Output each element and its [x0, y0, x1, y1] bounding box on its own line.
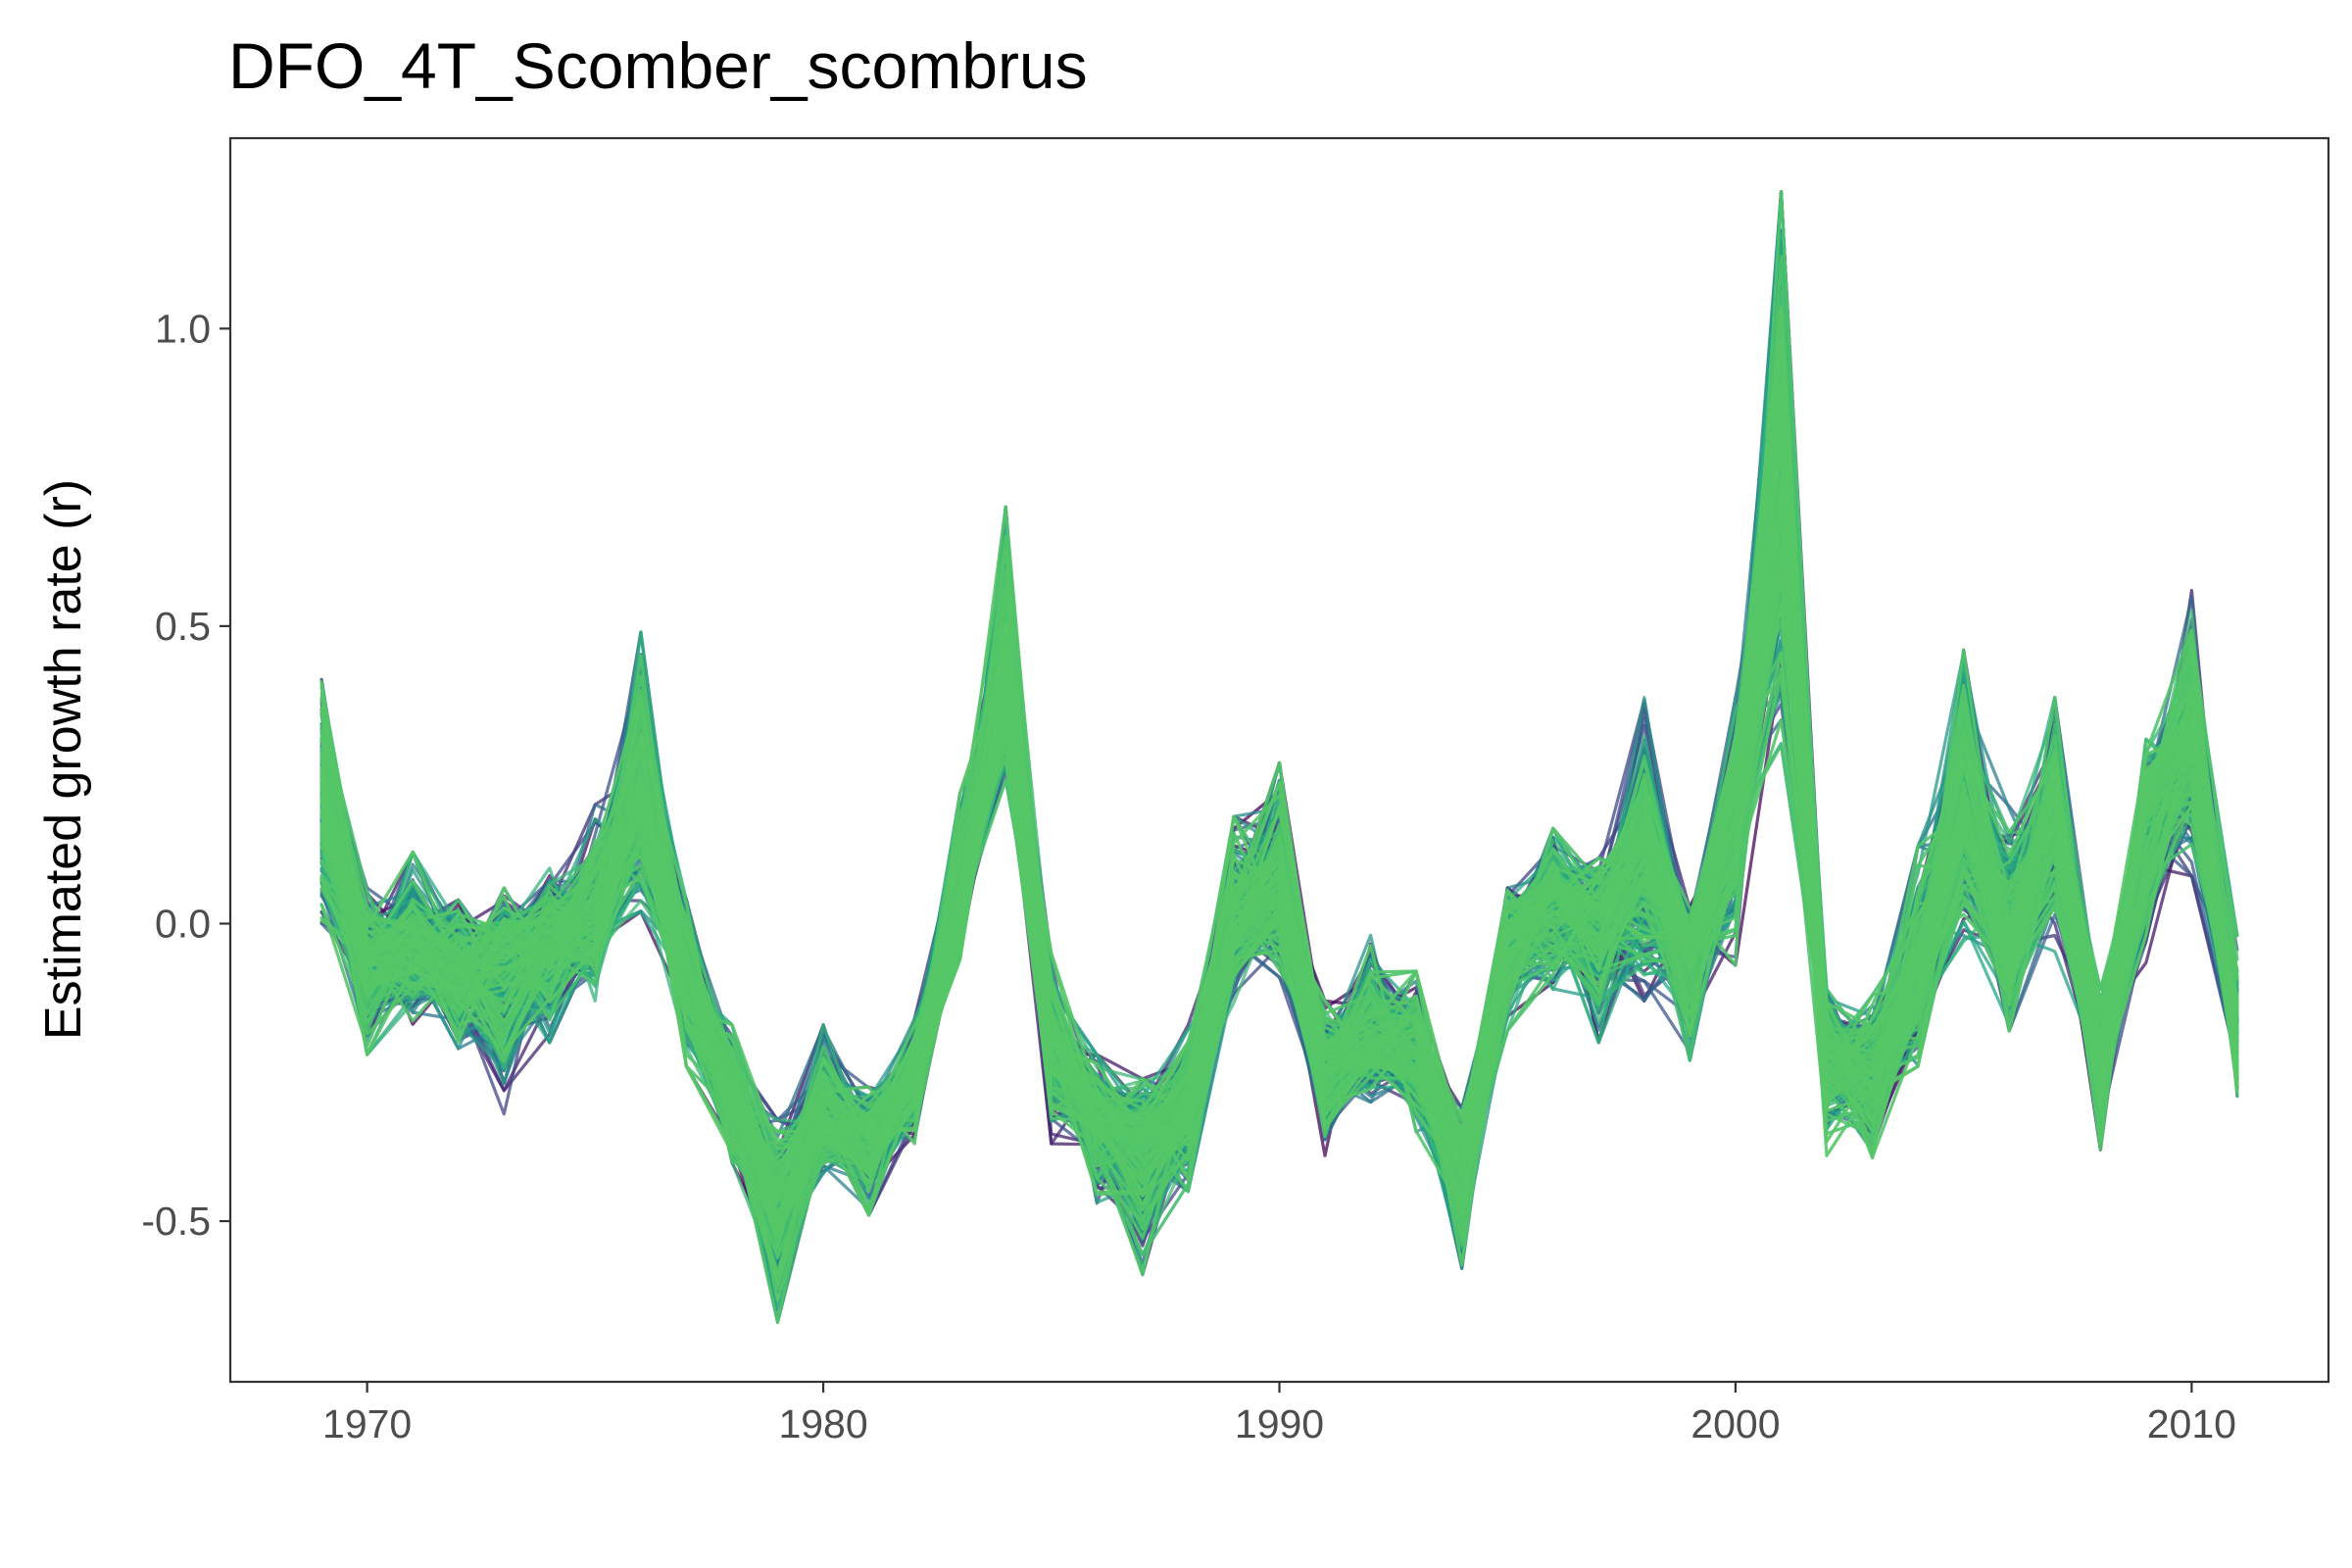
series-lines: [319, 190, 2239, 1324]
series-line: [319, 387, 2239, 1237]
series-line: [319, 190, 2239, 1198]
series-line: [319, 651, 2239, 1180]
series-line: [319, 416, 2239, 1191]
x-axis: 1970 1980 1990 2000 2010: [322, 1382, 2236, 1446]
x-tick-label: 2000: [1690, 1401, 1780, 1446]
x-tick-label: 1980: [778, 1401, 867, 1446]
series-line: [319, 190, 2239, 1192]
series-line: [319, 190, 2239, 1206]
series-line: [319, 307, 2239, 1167]
series-line: [319, 560, 2239, 1182]
x-tick-label: 1970: [322, 1401, 412, 1446]
series-line: [319, 575, 2239, 1281]
y-tick-label: 0.0: [155, 901, 211, 946]
y-axis-title: Estimated growth rate (r): [35, 479, 92, 1040]
series-line: [319, 404, 2239, 1217]
series-line: [319, 515, 2239, 1226]
y-tick-label: -0.5: [141, 1199, 211, 1244]
series-line: [319, 605, 2239, 1207]
x-tick-label: 1990: [1235, 1401, 1324, 1446]
x-tick-label: 2010: [2147, 1401, 2236, 1446]
y-tick-label: 0.5: [155, 604, 211, 649]
chart-title: DFO_4T_Scomber_scombrus: [228, 29, 1088, 102]
y-tick-label: 1.0: [155, 306, 211, 351]
y-axis: -0.5 0.0 0.5 1.0: [141, 306, 230, 1244]
plot-panel: [228, 136, 2330, 1384]
